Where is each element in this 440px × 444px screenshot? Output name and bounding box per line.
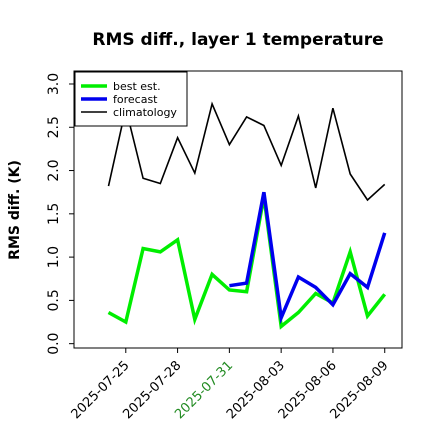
series-line-climatology <box>107 101 386 202</box>
series-line-forecast <box>229 191 387 325</box>
y-tick-label: 0.0 <box>46 333 62 355</box>
y-tick-label: 2.0 <box>46 159 62 181</box>
y-tick-label: 1.0 <box>46 246 62 268</box>
series-line-best-est- <box>107 196 387 330</box>
y-tick-label: 1.5 <box>46 203 62 225</box>
legend-label: best est. <box>113 80 161 93</box>
y-tick-label: 0.5 <box>46 289 62 311</box>
legend-label: forecast <box>113 93 158 106</box>
y-tick-label: 2.5 <box>46 116 62 138</box>
plot-area: 0.00.51.01.52.02.53.02025-07-252025-07-2… <box>46 70 403 422</box>
plot-frame <box>73 70 403 349</box>
y-tick-label: 3.0 <box>46 73 62 95</box>
legend-label: climatology <box>113 106 177 119</box>
chart-title: RMS diff., layer 1 temperature <box>92 30 383 50</box>
y-axis-label: RMS diff. (K) <box>7 160 23 260</box>
